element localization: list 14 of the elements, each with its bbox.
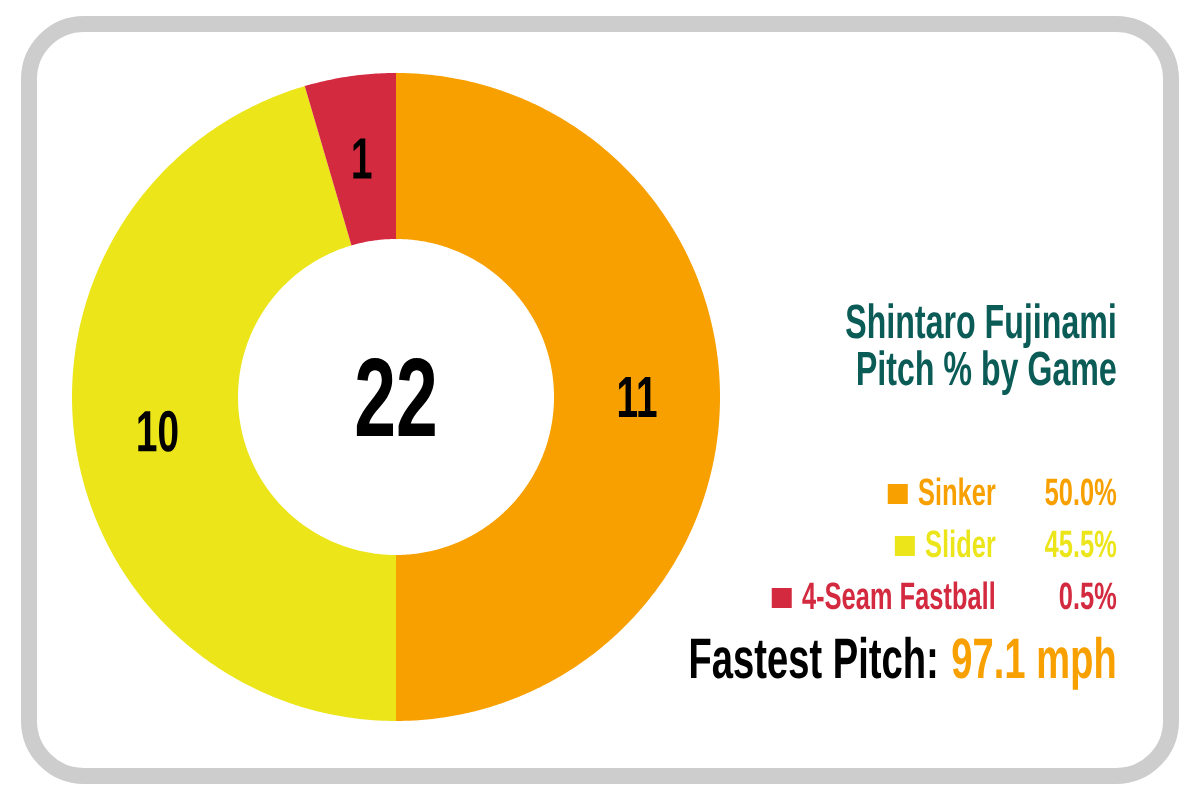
text: 45.5% <box>1045 530 1117 558</box>
text: Shintaro Fujinami <box>846 303 1115 348</box>
text: 0.5% <box>1059 582 1117 610</box>
text: Pitch % by Game <box>858 350 1116 395</box>
legend-label: Sinker <box>918 477 996 506</box>
text: 97.1 mph <box>952 636 1115 690</box>
data-label: 10 <box>138 410 178 452</box>
text: 50.0% <box>1045 478 1117 506</box>
legend-label: Slider <box>925 529 996 558</box>
data-label: 1 <box>353 138 372 179</box>
text: Fastest Pitch: <box>690 636 936 679</box>
legend-label: 4-Seam Fastball <box>802 581 994 610</box>
text: 22 <box>356 357 435 437</box>
data-label: 11 <box>618 377 657 417</box>
